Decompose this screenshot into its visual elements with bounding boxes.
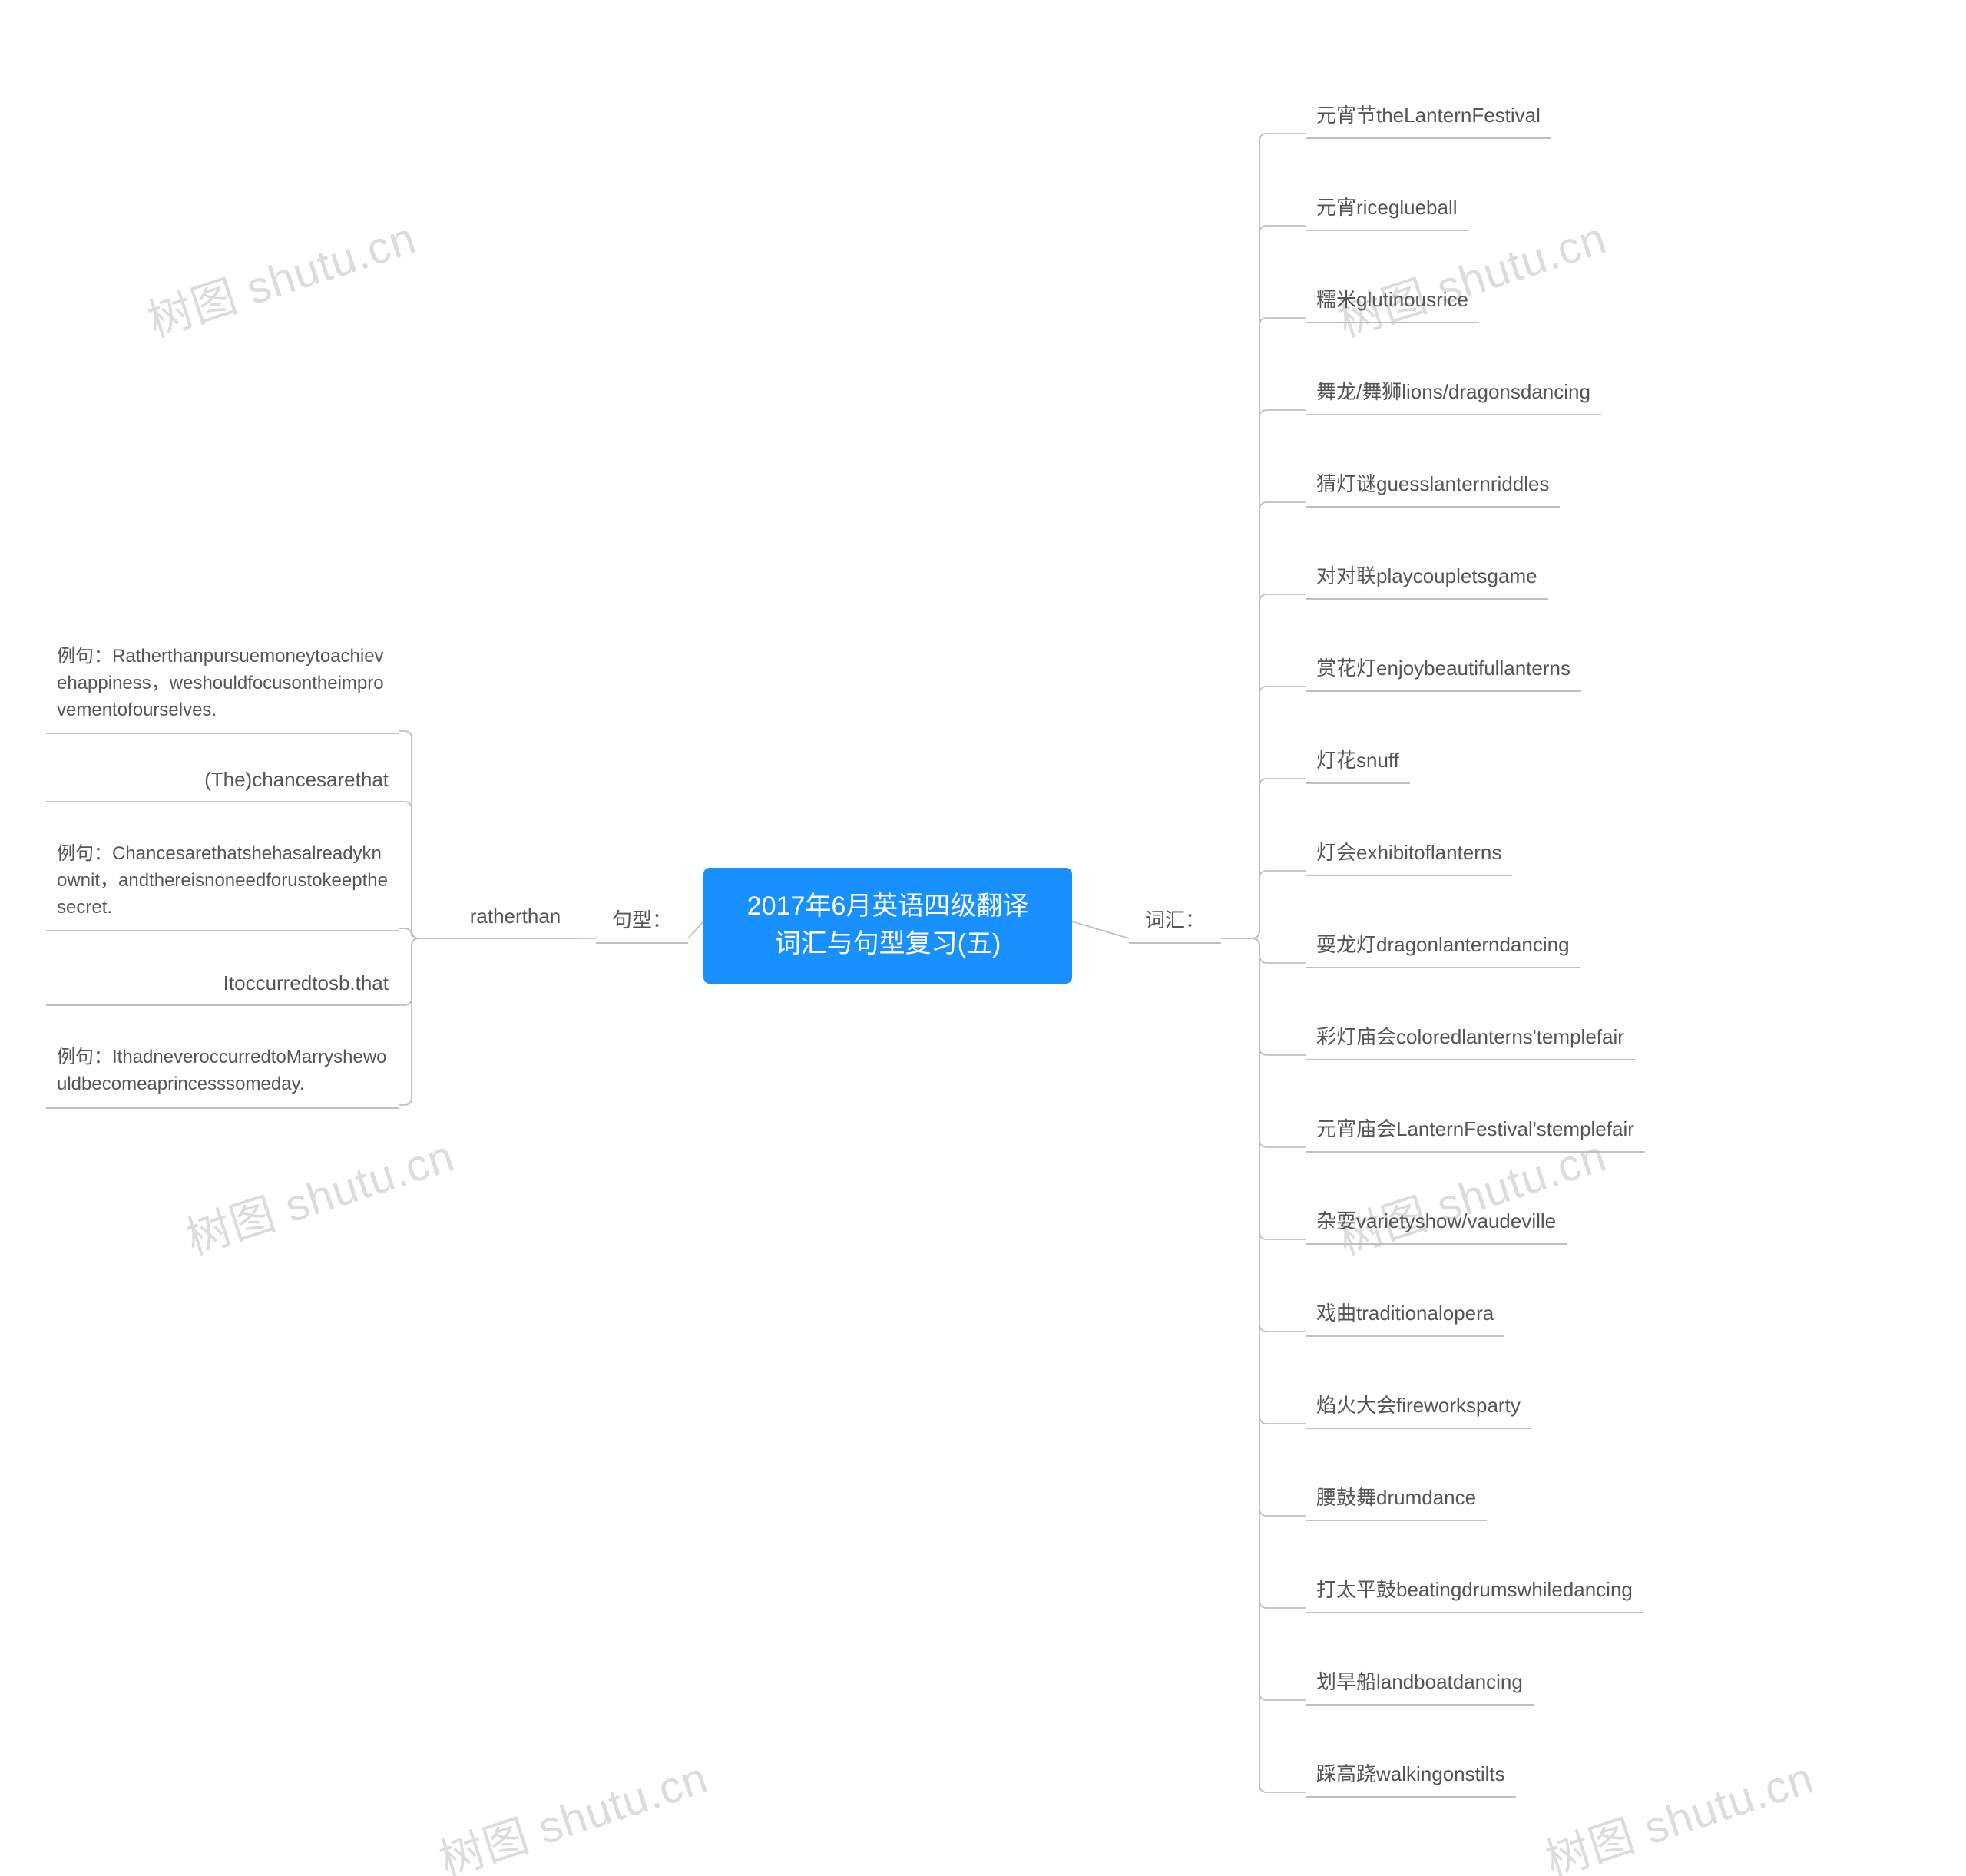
vocab-item[interactable]: 糯米glutinousrice xyxy=(1306,284,1479,323)
vocab-item[interactable]: 彩灯庙会coloredlanterns'templefair xyxy=(1306,1021,1635,1060)
vocab-item[interactable]: 耍龙灯dragonlanterndancing xyxy=(1306,929,1580,968)
vocab-item[interactable]: 对对联playcoupletsgame xyxy=(1306,561,1548,600)
vocab-item[interactable]: 腰鼓舞drumdance xyxy=(1306,1482,1487,1521)
sentence-item[interactable]: 例句：Chancesarethatshehasalreadyknownit，an… xyxy=(46,841,399,931)
vocab-item[interactable]: 元宵庙会LanternFestival'stemplefair xyxy=(1306,1113,1645,1153)
watermark: 树图 shutu.cn xyxy=(138,202,423,349)
root-line2: 词汇与句型复习(五) xyxy=(775,929,1001,958)
vocab-item[interactable]: 猜灯谜guesslanternriddles xyxy=(1306,468,1560,508)
vocab-item[interactable]: 灯花snuff xyxy=(1306,745,1410,784)
branch-ratherthan[interactable]: ratherthan xyxy=(450,905,581,939)
sentence-item[interactable]: 例句：Ratherthanpursuemoneytoachievehappine… xyxy=(46,644,399,734)
mindmap-canvas: 树图 shutu.cn 树图 shutu.cn 树图 shutu.cn 树图 s… xyxy=(0,0,1966,1876)
vocab-item[interactable]: 打太平鼓beatingdrumswhiledancing xyxy=(1306,1574,1643,1613)
vocab-item[interactable]: 戏曲traditionalopera xyxy=(1306,1298,1504,1337)
branch-sentence[interactable]: 句型： xyxy=(596,905,688,944)
vocab-item[interactable]: 踩高跷walkingonstilts xyxy=(1306,1759,1516,1798)
watermark: 树图 shutu.cn xyxy=(177,1120,462,1267)
root-node[interactable]: 2017年6月英语四级翻译 词汇与句型复习(五) xyxy=(703,868,1072,984)
sentence-item[interactable]: Itoccurredtosb.that xyxy=(46,971,399,1006)
root-line1: 2017年6月英语四级翻译 xyxy=(747,892,1029,921)
vocab-item[interactable]: 舞龙/舞狮lions/dragonsdancing xyxy=(1306,376,1601,415)
branch-vocab[interactable]: 词汇： xyxy=(1129,905,1221,944)
vocab-item[interactable]: 划旱船landboatdancing xyxy=(1306,1666,1534,1706)
vocab-item[interactable]: 元宵riceglueball xyxy=(1306,192,1468,231)
watermark: 树图 shutu.cn xyxy=(1536,1742,1821,1876)
vocab-item[interactable]: 杂耍varietyshow/vaudeville xyxy=(1306,1206,1567,1245)
vocab-item[interactable]: 元宵节theLanternFestival xyxy=(1306,100,1551,139)
sentence-item[interactable]: (The)chancesarethat xyxy=(46,768,399,802)
watermark: 树图 shutu.cn xyxy=(430,1742,715,1876)
vocab-item[interactable]: 灯会exhibitoflanterns xyxy=(1306,837,1512,876)
sentence-item[interactable]: 例句：IthadneveroccurredtoMarryshewouldbeco… xyxy=(46,1044,399,1109)
vocab-item[interactable]: 焰火大会fireworksparty xyxy=(1306,1390,1531,1429)
vocab-item[interactable]: 赏花灯enjoybeautifullanterns xyxy=(1306,653,1581,692)
